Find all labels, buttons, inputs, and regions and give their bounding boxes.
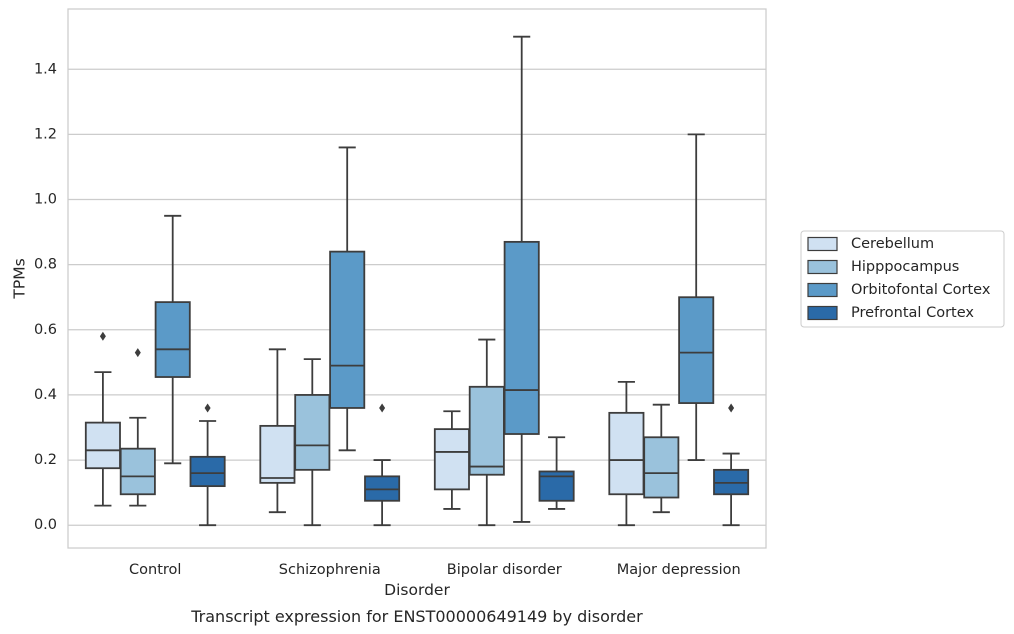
iqr-box — [608, 411, 645, 496]
y-tick-label: 0.6 — [34, 322, 57, 338]
y-tick-labels: 0.0 0.2 0.4 0.6 0.8 1.0 1.2 1.4 — [34, 61, 57, 533]
box-plot — [189, 403, 226, 527]
chart-caption: Transcript expression for ENST0000064914… — [190, 607, 643, 626]
iqr-box — [189, 455, 226, 488]
series-hipppocampus — [119, 338, 680, 527]
outlier-point — [204, 403, 211, 413]
box-plot — [259, 348, 296, 514]
series-cerebellum — [84, 331, 645, 527]
box-plot — [294, 358, 331, 527]
x-tick-label: Control — [129, 562, 181, 578]
y-axis-title: TPMs — [11, 258, 29, 299]
series-prefrontal-cortex — [189, 403, 750, 527]
iqr-box — [294, 394, 331, 471]
x-tick-label: Schizophrenia — [279, 562, 381, 578]
x-axis-title: Disorder — [384, 581, 450, 599]
iqr-box — [84, 421, 121, 470]
x-tick-label: Bipolar disorder — [447, 562, 562, 578]
y-tick-label: 1.2 — [34, 126, 57, 142]
iqr-box — [678, 296, 715, 404]
box-plot — [329, 146, 366, 452]
outlier-point — [134, 348, 141, 358]
box-plot — [608, 381, 645, 527]
legend-swatch — [807, 259, 838, 275]
legend-label: Orbitofontal Cortex — [851, 282, 991, 298]
box-plot — [503, 35, 540, 523]
iqr-box — [154, 301, 191, 378]
legend-frame — [800, 230, 1005, 328]
box-plot — [643, 403, 680, 514]
y-tick-label: 1.0 — [34, 192, 57, 208]
legend-label: Hipppocampus — [851, 259, 959, 275]
box-plot — [433, 410, 470, 510]
iqr-box — [643, 436, 680, 499]
box-plot — [84, 331, 121, 507]
iqr-box — [119, 447, 156, 496]
legend-swatch — [807, 305, 838, 321]
series-orbitofontal-cortex — [154, 35, 715, 523]
legend-swatch — [807, 236, 838, 252]
legend-swatch — [807, 282, 838, 298]
box-plot — [119, 348, 156, 507]
y-tick-label: 0.8 — [34, 257, 57, 273]
iqr-box — [259, 424, 296, 484]
iqr-box — [503, 240, 540, 435]
iqr-box — [433, 428, 470, 491]
iqr-box — [468, 385, 505, 476]
y-tick-label: 0.2 — [34, 452, 57, 468]
plot-area-frame — [67, 8, 767, 549]
box-plot — [678, 133, 715, 461]
box-plot — [538, 436, 575, 510]
x-tick-labels: Control Schizophrenia Bipolar disorder Majo… — [129, 562, 741, 578]
box-plot — [154, 214, 191, 465]
outlier-point — [379, 403, 386, 413]
legend-label: Prefrontal Cortex — [851, 305, 974, 321]
box-plot — [713, 403, 750, 527]
box-series — [84, 35, 750, 527]
x-tick-label: Major depression — [617, 562, 741, 578]
legend: Cerebellum Hipppocampus Orbitofontal Corte… — [800, 230, 1005, 328]
box-plot — [468, 338, 505, 527]
legend-label: Cerebellum — [851, 236, 934, 252]
y-tick-label: 0.0 — [34, 517, 57, 533]
outlier-point — [728, 403, 735, 413]
iqr-box — [329, 250, 366, 409]
y-tick-label: 0.4 — [34, 387, 57, 403]
y-tick-label: 1.4 — [34, 61, 57, 77]
outlier-point — [99, 331, 106, 341]
box-plot — [364, 403, 401, 527]
